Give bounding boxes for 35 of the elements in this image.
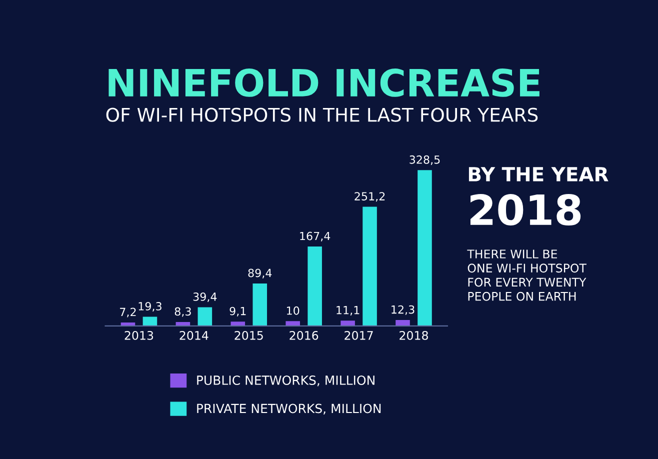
bar bbox=[286, 321, 300, 326]
data-label: 11,1 bbox=[336, 306, 360, 316]
bar bbox=[308, 246, 322, 326]
bar bbox=[198, 307, 212, 326]
bar bbox=[252, 284, 268, 326]
chart-subtitle: OF WI-FI HOTSPOTS IN THE LAST FOUR YEARS bbox=[106, 108, 538, 122]
bar bbox=[340, 320, 355, 326]
text: 2018 bbox=[470, 194, 581, 226]
data-label: 8,3 bbox=[174, 307, 191, 317]
data-label: 12,3 bbox=[392, 305, 414, 315]
x-tick-label: 2018 bbox=[400, 330, 428, 340]
data-label: 251,2 bbox=[354, 192, 385, 202]
bar bbox=[230, 322, 246, 326]
data-label: 39,4 bbox=[193, 292, 217, 302]
x-tick-label: 2013 bbox=[124, 330, 154, 340]
bar bbox=[142, 316, 158, 326]
data-label: 89,4 bbox=[248, 268, 272, 278]
bar bbox=[362, 206, 377, 326]
text: BY THE YEAR bbox=[468, 167, 608, 182]
legend-label: PRIVATE NETWORKS, MILLION bbox=[197, 404, 381, 414]
bar bbox=[418, 170, 432, 326]
data-label: 7,2 bbox=[120, 308, 136, 318]
bar bbox=[396, 320, 410, 326]
x-tick-label: 2014 bbox=[180, 330, 208, 340]
x-tick-label: 2015 bbox=[234, 330, 263, 340]
legend-label: PUBLIC NETWORKS, MILLION bbox=[197, 376, 374, 386]
data-label: 328,5 bbox=[410, 155, 440, 165]
x-tick-label: 2017 bbox=[344, 330, 373, 340]
text: THERE WILL BE ONE WI-FI HOTSPOT FOR EVERY TWENTY PEOPLE ON EARTH bbox=[467, 250, 586, 301]
data-label: 10 bbox=[287, 306, 300, 315]
data-label: 19,3 bbox=[138, 302, 162, 312]
data-label: 9,1 bbox=[230, 306, 246, 316]
chart-title: NINEFOLD INCREASE bbox=[108, 68, 540, 97]
data-label: 167,4 bbox=[300, 232, 330, 242]
x-tick-label: 2016 bbox=[290, 330, 318, 340]
